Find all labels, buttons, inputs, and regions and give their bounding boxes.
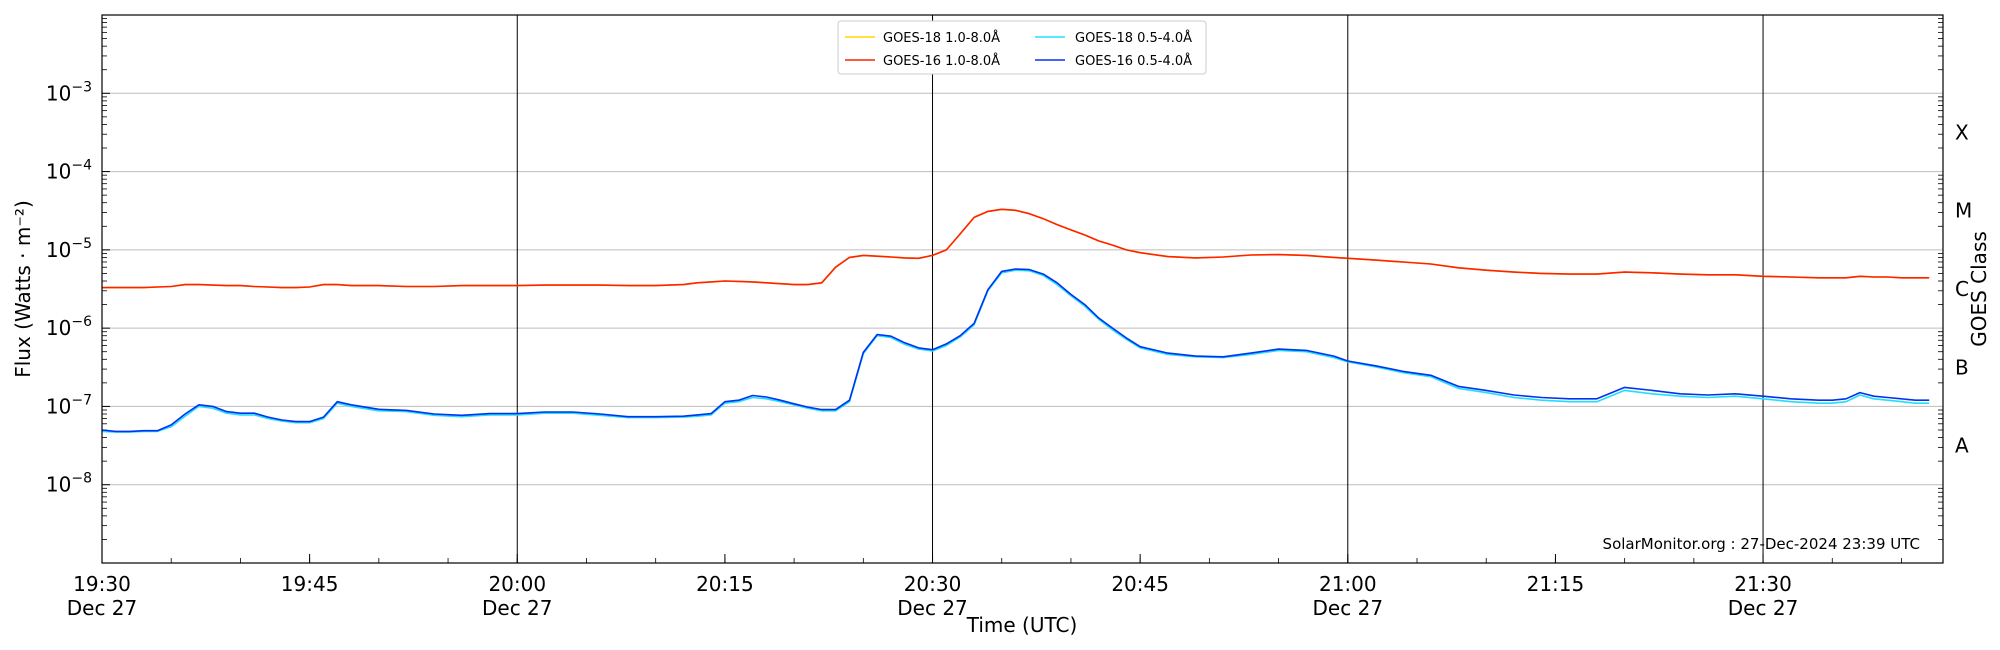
goes-class-labels: A B C M X xyxy=(1955,120,1972,457)
series-goes16-short xyxy=(101,268,1930,433)
x-tick-label-8: 21:30 xyxy=(1734,572,1792,596)
series-lines xyxy=(101,208,1930,433)
x-tick-label-2: 20:00 xyxy=(488,572,546,596)
x-tick-label-7: 21:15 xyxy=(1527,572,1585,596)
goes-class-c: C xyxy=(1955,277,1969,301)
legend-label-goes18-long: GOES-18 1.0-8.0Å xyxy=(883,30,1000,46)
y2-axis-title: GOES Class xyxy=(1967,231,1991,347)
series-goes18-short xyxy=(101,269,1930,433)
y-tick-label-5: 10−3 xyxy=(46,79,92,105)
legend-label-goes16-long: GOES-16 1.0-8.0Å xyxy=(883,53,1000,69)
x-axis-title: Time (UTC) xyxy=(966,613,1078,637)
credit-text: SolarMonitor.org : 27-Dec-2024 23:39 UTC xyxy=(1603,535,1920,553)
y-axis-ticks: 10−8 10−7 10−6 10−5 10−4 10−3 xyxy=(46,79,110,497)
goes-class-m: M xyxy=(1955,199,1972,223)
legend-label-goes16-short: GOES-16 0.5-4.0Å xyxy=(1075,53,1192,69)
x-tick-label-0: 19:30 xyxy=(73,572,131,596)
goes-class-b: B xyxy=(1955,355,1969,379)
plot-frame xyxy=(101,14,1944,564)
legend: GOES-18 1.0-8.0Å GOES-16 1.0-8.0Å GOES-1… xyxy=(837,20,1207,75)
x-tick-sublabel-6: Dec 27 xyxy=(1313,596,1384,620)
goes-class-a: A xyxy=(1955,434,1969,458)
x-tick-sublabel-4: Dec 27 xyxy=(897,596,968,620)
x-tick-label-3: 20:15 xyxy=(696,572,754,596)
legend-box xyxy=(837,20,1207,75)
y-axis-title: Flux (Watts · m⁻²) xyxy=(11,200,35,378)
x-tick-label-6: 21:00 xyxy=(1319,572,1377,596)
y-tick-label-0: 10−8 xyxy=(46,471,92,497)
minor-ticks xyxy=(101,18,1943,563)
goes-class-x: X xyxy=(1955,120,1969,144)
x-tick-label-1: 19:45 xyxy=(281,572,339,596)
y-tick-label-1: 10−7 xyxy=(46,392,92,418)
x-tick-label-4: 20:30 xyxy=(904,572,962,596)
legend-label-goes18-short: GOES-18 0.5-4.0Å xyxy=(1075,30,1192,46)
horizontal-gridlines xyxy=(102,92,1943,486)
y-tick-label-4: 10−4 xyxy=(46,158,92,184)
y-tick-label-2: 10−6 xyxy=(46,314,92,340)
x-tick-sublabel-0: Dec 27 xyxy=(67,596,138,620)
x-tick-label-5: 20:45 xyxy=(1111,572,1169,596)
x-tick-sublabel-8: Dec 27 xyxy=(1728,596,1799,620)
series-goes16-long xyxy=(102,208,1930,289)
x-tick-sublabel-2: Dec 27 xyxy=(482,596,553,620)
y-tick-label-3: 10−5 xyxy=(46,236,92,262)
